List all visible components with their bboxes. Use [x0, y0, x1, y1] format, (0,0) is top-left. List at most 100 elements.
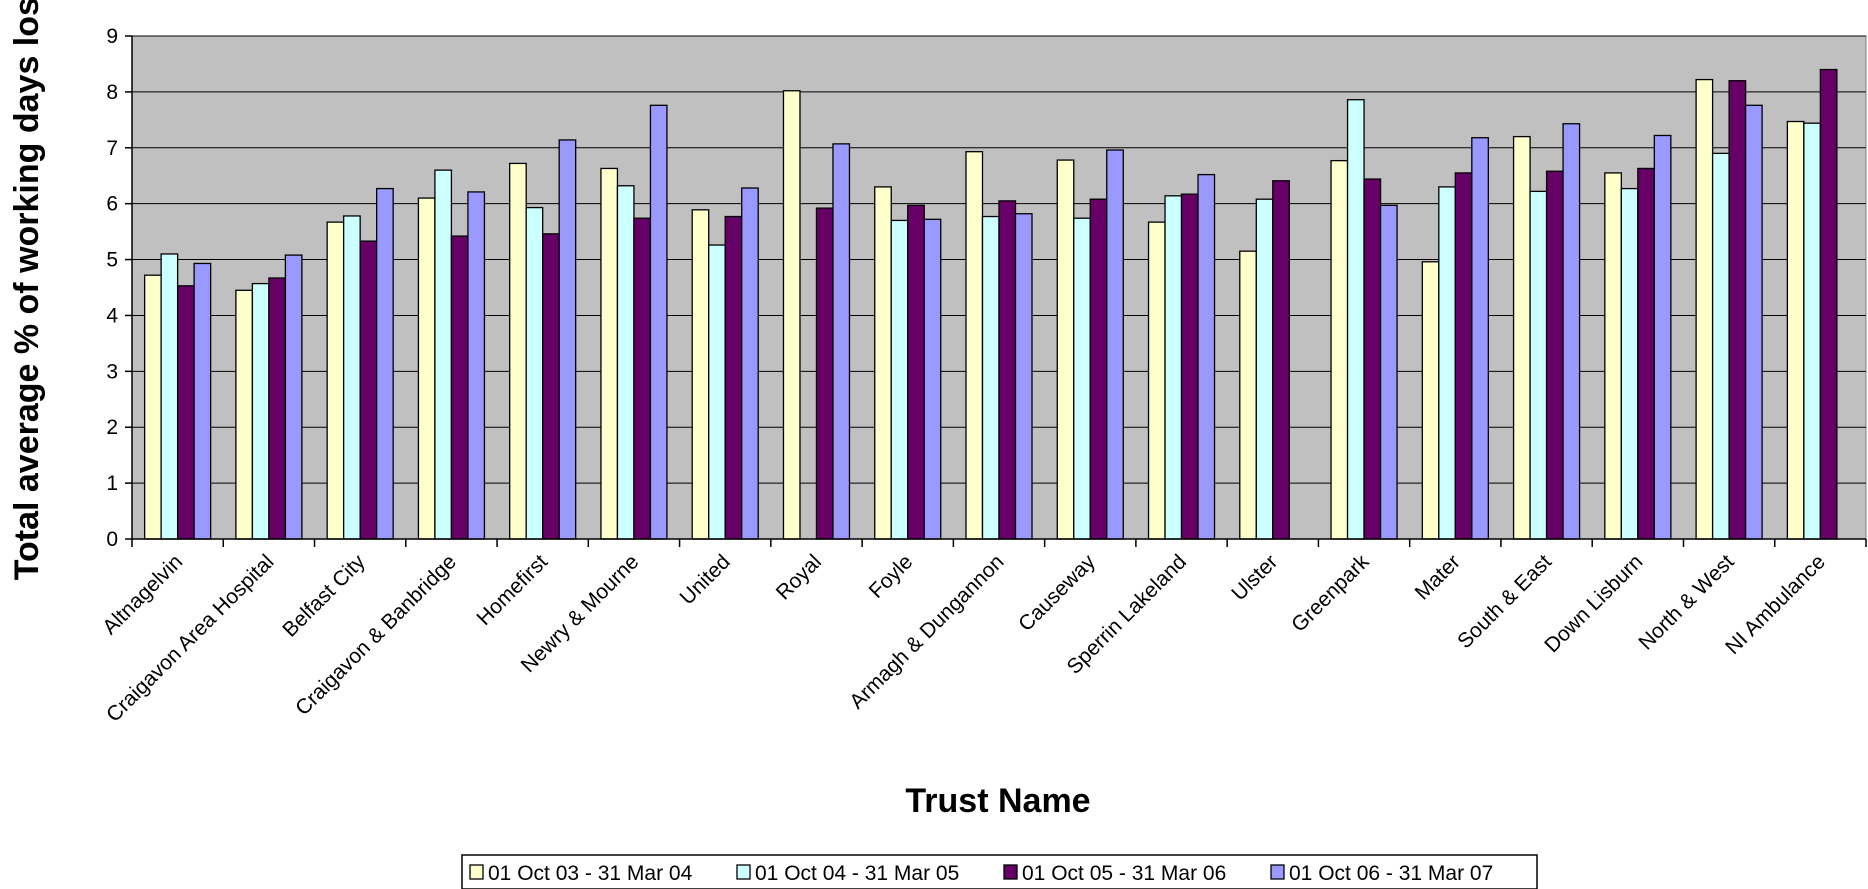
- bar: [1787, 122, 1804, 539]
- x-tick-label: North & West: [1634, 550, 1738, 654]
- x-tick-label: Mater: [1411, 550, 1465, 604]
- bar: [1348, 100, 1365, 539]
- legend: 01 Oct 03 - 31 Mar 04 01 Oct 04 - 31 Mar …: [462, 855, 1537, 889]
- bar: [344, 216, 361, 539]
- bar: [1455, 173, 1472, 539]
- x-tick-label: Foyle: [865, 550, 918, 603]
- bar: [783, 91, 800, 539]
- x-tick-label: Causeway: [1014, 550, 1100, 636]
- bar: [692, 210, 709, 539]
- bar: [327, 222, 344, 539]
- y-tick-label: 0: [106, 528, 118, 551]
- bar: [194, 263, 211, 539]
- bar: [1016, 214, 1033, 539]
- bar: [451, 236, 468, 539]
- x-tick-label: Craigavon Area Hospital: [102, 550, 278, 726]
- legend-swatch: [737, 865, 750, 879]
- bar: [1331, 161, 1348, 539]
- bar: [145, 275, 162, 539]
- x-tick-label: Down Lisburn: [1540, 550, 1647, 657]
- bar: [1273, 181, 1290, 539]
- bar: [601, 168, 618, 539]
- x-tick-label: South & East: [1453, 550, 1556, 653]
- y-tick-label: 9: [106, 25, 118, 48]
- legend-label: 01 Oct 03 - 31 Mar 04: [488, 862, 693, 885]
- bar: [742, 188, 759, 539]
- bar: [617, 186, 634, 539]
- bar: [1514, 137, 1531, 539]
- bar: [526, 208, 543, 539]
- bar: [377, 189, 394, 539]
- bar: [816, 208, 833, 539]
- y-tick-label: 3: [106, 360, 118, 383]
- bar: [1198, 175, 1215, 539]
- bar: [510, 163, 527, 539]
- x-tick-label: Ulster: [1227, 550, 1282, 605]
- bar: [468, 192, 485, 539]
- x-tick-label: Homefirst: [472, 550, 552, 630]
- y-tick-labels: 0 1 2 3 4 5 6 7 8 9: [106, 25, 118, 551]
- bar: [1547, 171, 1564, 539]
- bar: [1256, 199, 1273, 539]
- legend-swatch: [1271, 865, 1284, 879]
- bar: [1057, 160, 1074, 539]
- bar: [650, 105, 667, 539]
- x-tick-label: Greenpark: [1287, 550, 1374, 637]
- bar: [285, 255, 302, 539]
- bar: [875, 187, 892, 539]
- bar: [1820, 70, 1837, 539]
- bar: [435, 170, 452, 539]
- bar: [1638, 168, 1655, 539]
- x-tick-label: Armagh & Dungannon: [845, 550, 1008, 713]
- bar: [891, 220, 908, 539]
- bar: [924, 219, 941, 539]
- bar: [161, 254, 178, 539]
- x-tick-label: Altnagelvin: [98, 550, 187, 639]
- bar: [178, 286, 195, 539]
- bar: [725, 217, 742, 539]
- y-tick-label: 2: [106, 416, 118, 439]
- bar: [983, 217, 1000, 539]
- legend-swatch: [470, 865, 483, 879]
- bar: [1472, 138, 1489, 539]
- y-tick-label: 7: [106, 137, 118, 160]
- y-tick-label: 4: [106, 304, 118, 327]
- y-tick-label: 1: [106, 472, 118, 495]
- bar: [1090, 199, 1107, 539]
- bar: [269, 278, 286, 539]
- bar: [1074, 218, 1091, 539]
- bar: [999, 201, 1016, 539]
- x-tick-label: Royal: [772, 550, 826, 604]
- legend-label: 01 Oct 04 - 31 Mar 05: [755, 862, 959, 885]
- bar: [709, 245, 726, 539]
- bar: [236, 290, 253, 539]
- bar: [252, 284, 268, 539]
- bar: [1182, 194, 1199, 539]
- bar: [1621, 189, 1638, 539]
- legend-label: 01 Oct 06 - 31 Mar 07: [1289, 862, 1493, 885]
- bar: [908, 205, 925, 539]
- bar: [360, 241, 377, 539]
- bar: [1530, 191, 1547, 539]
- bar: [1605, 173, 1622, 539]
- x-tick-label: Craigavon & Banbridge: [291, 550, 461, 720]
- bar: [1149, 222, 1166, 539]
- bar: [418, 198, 435, 539]
- bar: [1364, 179, 1381, 539]
- y-axis-title: Total average % of working days lost: [8, 0, 46, 580]
- y-tick-label: 5: [106, 249, 118, 272]
- bar: [1240, 251, 1257, 539]
- legend-swatch: [1004, 865, 1017, 879]
- legend-label: 01 Oct 05 - 31 Mar 06: [1022, 862, 1226, 885]
- bar: [1713, 153, 1730, 539]
- y-tick-label: 8: [106, 81, 118, 104]
- bar: [559, 140, 576, 539]
- bar: [1729, 81, 1746, 539]
- bar: [1381, 205, 1398, 539]
- bar: [1107, 150, 1124, 539]
- bar: [1654, 135, 1671, 539]
- x-axis-title: Trust Name: [905, 782, 1090, 820]
- bar: [966, 152, 983, 539]
